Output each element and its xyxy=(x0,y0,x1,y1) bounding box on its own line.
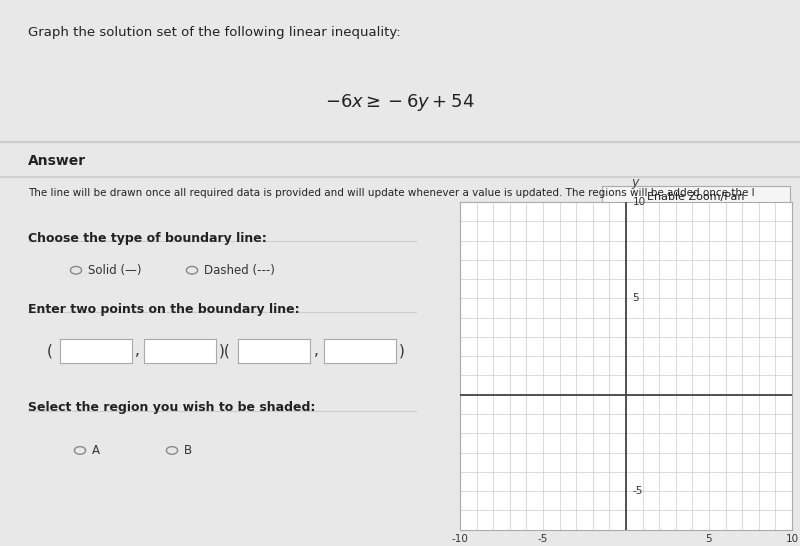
Text: )(: )( xyxy=(218,343,230,358)
Text: ,: , xyxy=(134,343,139,358)
Text: 5: 5 xyxy=(633,293,639,304)
Text: A: A xyxy=(92,444,100,457)
Text: Graph the solution set of the following linear inequality:: Graph the solution set of the following … xyxy=(28,26,401,39)
Text: Choose the type of boundary line:: Choose the type of boundary line: xyxy=(28,232,266,245)
Text: Enable Zoom/Pan: Enable Zoom/Pan xyxy=(647,192,744,202)
Text: $-6x \geq -6y + 54$: $-6x \geq -6y + 54$ xyxy=(326,92,474,112)
Text: 10: 10 xyxy=(633,197,646,207)
Text: (: ( xyxy=(46,343,52,358)
Text: Solid (—): Solid (—) xyxy=(88,264,142,277)
Text: Select the region you wish to be shaded:: Select the region you wish to be shaded: xyxy=(28,401,315,414)
Text: -5: -5 xyxy=(633,486,643,496)
Text: The line will be drawn once all required data is provided and will update whenev: The line will be drawn once all required… xyxy=(28,188,754,198)
Text: Dashed (---): Dashed (---) xyxy=(204,264,275,277)
Text: Enter two points on the boundary line:: Enter two points on the boundary line: xyxy=(28,303,300,316)
Text: B: B xyxy=(184,444,192,457)
Text: Answer: Answer xyxy=(28,154,86,168)
Text: ): ) xyxy=(398,343,404,358)
Text: ,: , xyxy=(314,343,318,358)
Text: y: y xyxy=(632,176,639,189)
